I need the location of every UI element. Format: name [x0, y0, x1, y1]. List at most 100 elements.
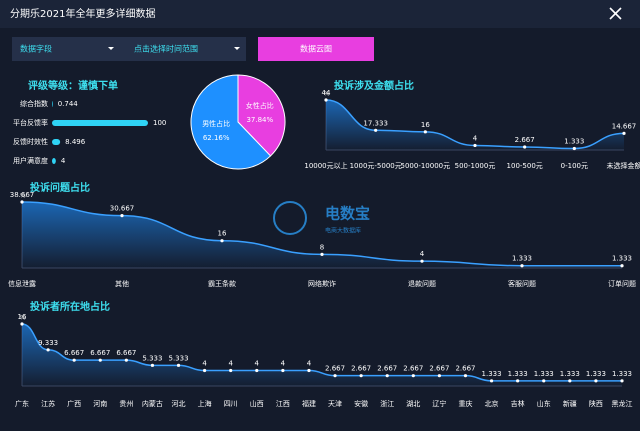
pie-slice: [190, 74, 272, 170]
value-label: 44: [322, 89, 331, 97]
close-button[interactable]: [609, 7, 622, 20]
point: [20, 322, 24, 326]
point: [520, 264, 524, 268]
value-label: 2.667: [515, 136, 535, 144]
x-tick-label: 黑龙江: [612, 399, 633, 408]
x-tick-label: 河南: [93, 399, 107, 408]
x-tick-label: 天津: [328, 400, 342, 408]
value-label: 30.667: [110, 205, 135, 213]
value-label: 1.333: [564, 137, 584, 145]
pie-value: 37.84%: [246, 116, 273, 124]
x-tick-label: 河北: [172, 400, 186, 408]
point: [411, 374, 415, 378]
line-area: [22, 202, 622, 268]
x-tick-label: 安徽: [354, 399, 368, 408]
x-tick-label: 江苏: [41, 399, 55, 408]
value-label: 16: [18, 313, 27, 321]
x-tick-label: 客服问题: [508, 279, 536, 288]
value-label: 4: [228, 360, 233, 368]
point: [523, 145, 527, 149]
field-select[interactable]: 数据字段: [20, 44, 114, 54]
pie-slice: [237, 74, 286, 157]
value-label: 2.667: [403, 365, 423, 373]
watermark-subtitle: 电商大数据库: [325, 227, 361, 235]
bar-value: 8.496: [65, 138, 86, 146]
value-label: 4: [420, 250, 425, 258]
value-label: 8: [320, 243, 324, 251]
cloud-button[interactable]: [258, 37, 374, 61]
line: [21, 323, 622, 382]
select-panel: [12, 37, 246, 61]
bar-label: 用户满意度: [13, 156, 48, 165]
value-label: 2.667: [325, 365, 345, 373]
chart-title: 投诉问题占比: [30, 181, 90, 194]
value-label: 6.667: [90, 349, 110, 357]
x-tick-label: 内蒙古: [142, 399, 163, 408]
x-tick-label: 江西: [276, 400, 290, 408]
value-label: 2.667: [351, 365, 371, 373]
point: [120, 214, 124, 218]
value-label: 4: [473, 134, 478, 142]
point: [203, 368, 207, 373]
x-tick-label: 山东: [537, 399, 551, 408]
x-tick-label: 0-100元: [561, 162, 588, 170]
x-tick-label: 上海: [198, 399, 212, 408]
x-tick-label: 广西: [67, 399, 81, 408]
value-label: 1.333: [612, 370, 632, 378]
y-unit: %: [20, 193, 26, 200]
point: [98, 358, 102, 362]
point: [333, 374, 337, 378]
point: [463, 374, 468, 378]
point: [281, 368, 285, 373]
bar-value: 4: [61, 157, 66, 165]
x-tick-label: 福建: [302, 399, 316, 408]
value-label: 17.333: [363, 119, 388, 127]
x-tick-label: 陕西: [589, 399, 603, 408]
chart-title: 评级等级：谨慎下单: [28, 79, 118, 92]
x-tick-label: 1000元-5000元: [350, 162, 402, 170]
point: [620, 379, 624, 383]
x-tick-label: 浙江: [380, 399, 394, 408]
point: [324, 98, 328, 102]
point: [572, 146, 576, 151]
x-tick-label: 四川: [224, 400, 238, 408]
x-tick-label: 辽宁: [432, 399, 446, 408]
x-tick-label: 信息泄露: [8, 279, 36, 288]
pie-label: 女性占比: [246, 101, 274, 110]
point: [420, 259, 424, 263]
point: [423, 130, 427, 134]
point: [307, 368, 311, 373]
point: [72, 358, 76, 362]
point: [374, 128, 378, 132]
point: [150, 363, 155, 367]
title-bar: [0, 0, 640, 28]
time-select-label: 点击选择时间范围: [134, 44, 198, 54]
value-label: 4: [202, 360, 207, 368]
value-label: 16: [218, 230, 227, 238]
value-label: 38.667: [10, 191, 35, 199]
point: [473, 143, 477, 148]
line-area: [22, 324, 622, 386]
point: [622, 131, 626, 135]
point: [255, 368, 259, 373]
value-label: 1.333: [612, 255, 632, 263]
x-tick-label: 贵州: [119, 399, 133, 408]
value-label: 1.333: [482, 370, 502, 378]
value-label: 4: [281, 360, 286, 368]
x-tick-label: 5000-10000元: [401, 162, 451, 170]
x-tick-label: 退款问题: [408, 279, 436, 288]
bar: [52, 139, 61, 145]
value-label: 1.333: [508, 370, 528, 378]
x-tick-label: 未选择金额: [607, 161, 640, 170]
pie-value: 62.16%: [203, 134, 230, 142]
x-tick-label: 10000元以上: [304, 161, 347, 170]
point: [176, 363, 181, 367]
chart-title: 投诉涉及金额占比: [334, 79, 414, 92]
value-label: 4: [255, 360, 260, 368]
bar-label: 反馈时效性: [13, 137, 48, 146]
point: [385, 374, 389, 378]
page-title: 分期乐2021年全年更多详细数据: [10, 7, 155, 20]
bar-label: 综合指数: [20, 99, 48, 108]
time-select[interactable]: 点击选择时间范围: [134, 44, 240, 54]
bar: [52, 120, 148, 126]
